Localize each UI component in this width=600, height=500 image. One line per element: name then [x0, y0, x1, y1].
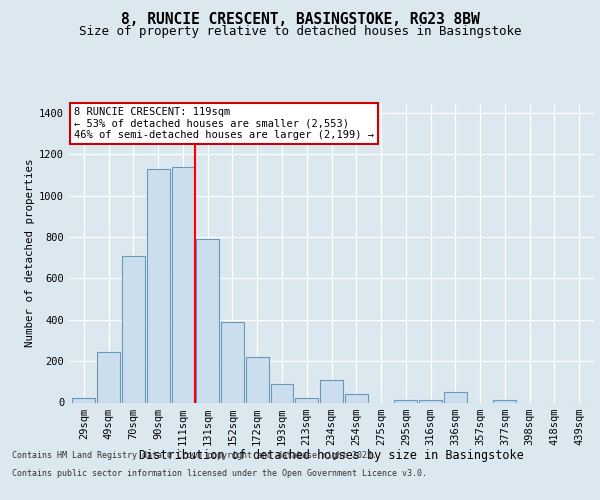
- Bar: [97, 352, 120, 403]
- Bar: [345, 394, 368, 402]
- Text: Size of property relative to detached houses in Basingstoke: Size of property relative to detached ho…: [79, 25, 521, 38]
- Bar: [196, 239, 219, 402]
- Bar: [320, 380, 343, 402]
- Bar: [271, 384, 293, 402]
- Bar: [493, 400, 516, 402]
- Text: 8 RUNCIE CRESCENT: 119sqm
← 53% of detached houses are smaller (2,553)
46% of se: 8 RUNCIE CRESCENT: 119sqm ← 53% of detac…: [74, 107, 374, 140]
- Bar: [246, 357, 269, 403]
- Bar: [172, 166, 194, 402]
- Text: 8, RUNCIE CRESCENT, BASINGSTOKE, RG23 8BW: 8, RUNCIE CRESCENT, BASINGSTOKE, RG23 8B…: [121, 12, 479, 26]
- Text: Contains public sector information licensed under the Open Government Licence v3: Contains public sector information licen…: [12, 468, 427, 477]
- Bar: [221, 322, 244, 402]
- Y-axis label: Number of detached properties: Number of detached properties: [25, 158, 35, 347]
- Bar: [419, 400, 442, 402]
- Bar: [73, 398, 95, 402]
- X-axis label: Distribution of detached houses by size in Basingstoke: Distribution of detached houses by size …: [139, 449, 524, 462]
- Bar: [147, 168, 170, 402]
- Text: Contains HM Land Registry data © Crown copyright and database right 2025.: Contains HM Land Registry data © Crown c…: [12, 451, 377, 460]
- Bar: [394, 400, 417, 402]
- Bar: [122, 256, 145, 402]
- Bar: [444, 392, 467, 402]
- Bar: [295, 398, 318, 402]
